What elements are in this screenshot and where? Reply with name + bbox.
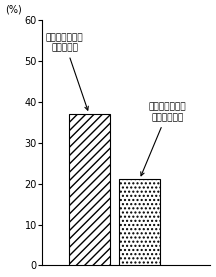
Text: 自己啓発支援を
行っていない: 自己啓発支援を 行っていない — [141, 103, 186, 176]
Bar — [68, 114, 110, 265]
Bar — [119, 179, 160, 265]
Text: (%): (%) — [5, 5, 22, 15]
Text: 自己啓発支援を
行っている: 自己啓発支援を 行っている — [46, 33, 88, 110]
